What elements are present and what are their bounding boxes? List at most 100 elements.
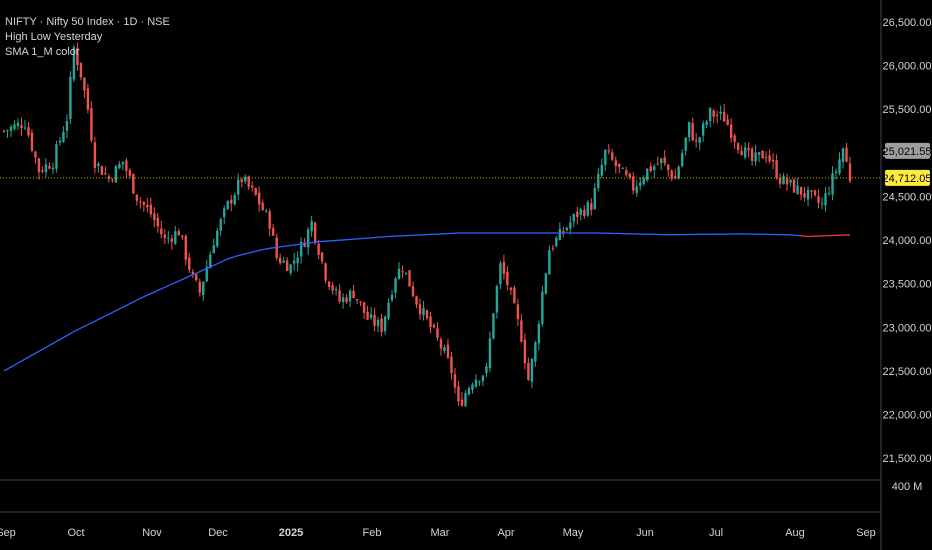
candle (331, 281, 334, 295)
candle (257, 186, 261, 212)
candle (509, 286, 513, 296)
candle (254, 187, 257, 196)
candle (261, 199, 264, 211)
candle (163, 228, 167, 245)
candle (705, 119, 708, 129)
candle (188, 252, 191, 274)
candle (93, 136, 97, 174)
candle (492, 312, 495, 340)
candle (76, 42, 79, 71)
candle (841, 147, 845, 169)
candle (761, 150, 764, 159)
sma-line-above (3, 232, 802, 372)
candle (474, 374, 478, 389)
candle (534, 340, 537, 367)
candle (782, 172, 785, 185)
candle (495, 284, 499, 319)
indicator-high-low-yesterday[interactable]: High Low Yesterday (5, 31, 103, 43)
candle (111, 177, 114, 183)
candle (83, 77, 86, 99)
candle (216, 228, 219, 249)
candle (156, 212, 160, 233)
candle (181, 235, 184, 240)
candle (139, 197, 142, 209)
candle (209, 251, 212, 269)
candle (754, 144, 757, 166)
candle (736, 142, 740, 154)
candle (334, 286, 338, 296)
candle (313, 221, 317, 245)
last-price-label: 24,712.05 (883, 173, 932, 185)
candle (747, 142, 750, 158)
candle (65, 114, 69, 139)
candle (834, 168, 838, 180)
candle (352, 284, 355, 299)
candle (244, 174, 247, 185)
candle (153, 207, 156, 228)
candle (125, 157, 128, 179)
candle (436, 322, 439, 341)
candle (453, 367, 457, 394)
candle (397, 262, 401, 280)
time-tick-label: Apr (497, 527, 514, 539)
candle (411, 281, 415, 298)
candle (527, 357, 530, 381)
candle (590, 198, 593, 216)
candle (848, 156, 852, 184)
candle (677, 165, 680, 180)
candle (425, 309, 429, 321)
sma-line-below (801, 234, 851, 238)
candle (184, 234, 187, 266)
candle (104, 166, 107, 176)
candle (729, 118, 733, 143)
candle (226, 200, 229, 211)
candle (569, 216, 572, 235)
price-tick-label: 22,000.00 (883, 410, 932, 422)
candle (233, 192, 236, 206)
candle (16, 118, 20, 130)
candle (639, 177, 642, 191)
candle (719, 105, 722, 120)
candle (30, 129, 34, 153)
candles (2, 42, 852, 408)
candle (230, 195, 233, 212)
candle (764, 151, 768, 163)
candle (317, 239, 320, 260)
candle (62, 126, 65, 143)
candle (41, 166, 44, 174)
candle (660, 158, 663, 170)
candle (817, 189, 820, 209)
candle (562, 226, 565, 238)
candle (845, 142, 848, 163)
candle (167, 230, 170, 244)
candle (684, 136, 687, 156)
indicator-sma[interactable]: SMA 1_M color (5, 46, 80, 58)
candle (733, 133, 736, 149)
candle (299, 237, 303, 264)
candle (142, 201, 146, 212)
prev-level-badge: 25,021.55 (883, 142, 932, 159)
symbol-title[interactable]: NIFTY · Nifty 50 Index · 1D · NSE (5, 16, 170, 28)
candle (191, 268, 194, 278)
candle (806, 186, 810, 207)
candle (86, 83, 90, 114)
candle (701, 120, 705, 142)
candle (390, 290, 394, 303)
candle (691, 117, 694, 142)
candle (471, 382, 474, 394)
candle (55, 140, 58, 173)
candle (429, 311, 432, 334)
candle (653, 164, 656, 178)
candle (44, 158, 48, 178)
candle (48, 162, 51, 170)
candle (118, 160, 121, 170)
candle (237, 173, 240, 201)
prev-level-label: 25,021.55 (883, 146, 932, 158)
candle (789, 179, 792, 187)
candle (600, 158, 603, 178)
candle (6, 129, 9, 138)
candle (69, 71, 72, 125)
candle (464, 390, 467, 408)
candle (338, 284, 341, 304)
